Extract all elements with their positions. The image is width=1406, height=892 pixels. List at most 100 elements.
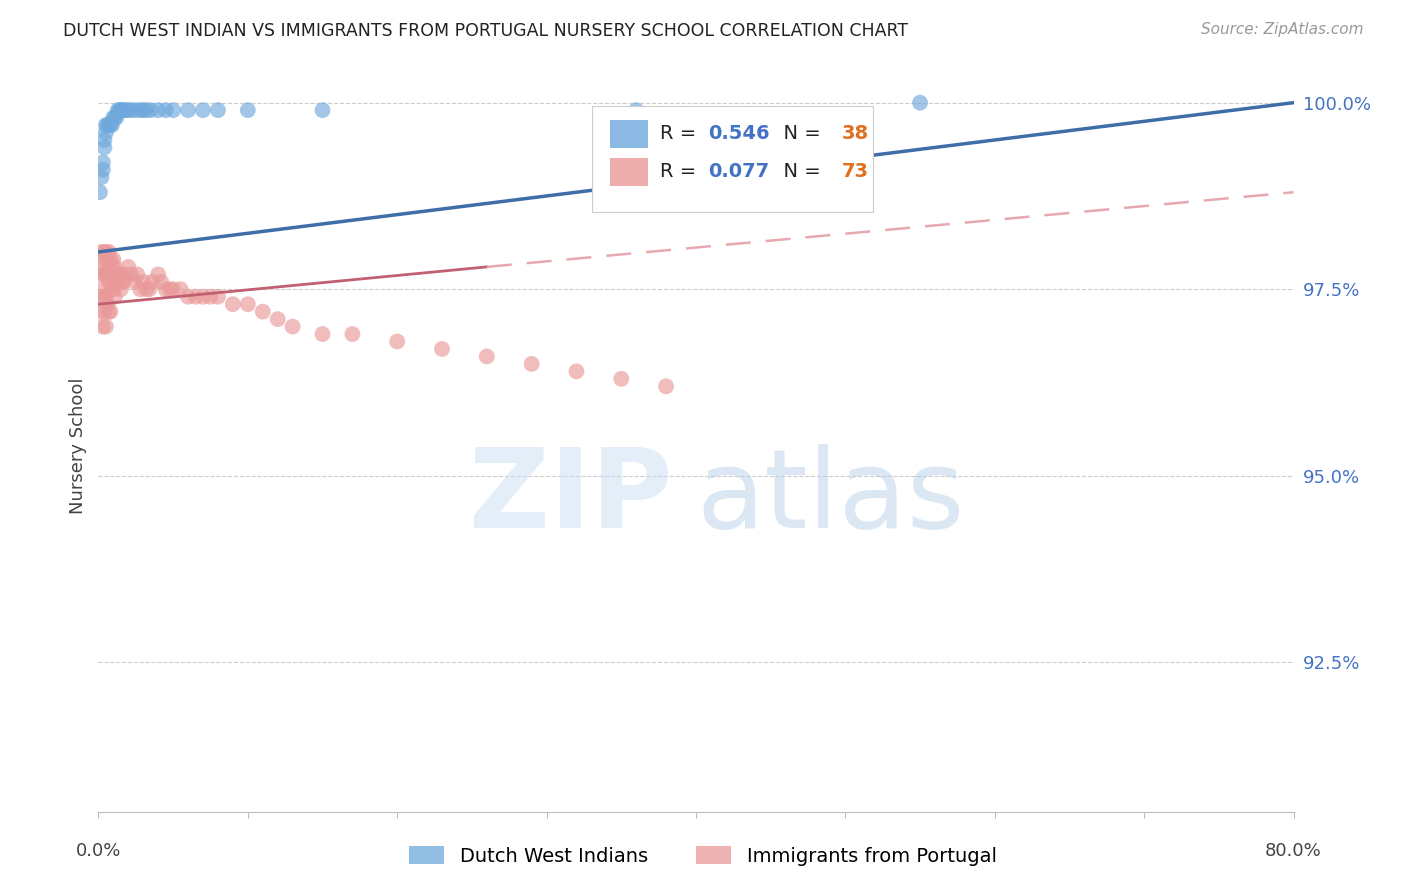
Point xyxy=(236,103,259,117)
Point xyxy=(135,103,157,117)
Point xyxy=(155,282,177,296)
Y-axis label: Nursery School: Nursery School xyxy=(69,377,87,515)
Point xyxy=(98,252,122,267)
Point xyxy=(908,95,931,110)
Text: 73: 73 xyxy=(842,162,869,181)
Point xyxy=(207,103,229,117)
Point xyxy=(129,103,152,117)
Point xyxy=(110,103,132,117)
Point xyxy=(129,282,152,296)
Point xyxy=(311,103,333,117)
Point xyxy=(96,297,118,311)
FancyBboxPatch shape xyxy=(592,106,873,212)
Point xyxy=(111,275,134,289)
Point xyxy=(430,342,453,356)
Point xyxy=(520,357,543,371)
Point xyxy=(90,170,112,185)
Point xyxy=(252,304,274,318)
Point xyxy=(120,268,142,282)
Point xyxy=(655,379,678,393)
Point xyxy=(117,103,139,117)
Point xyxy=(150,275,173,289)
Point xyxy=(97,275,120,289)
Text: 0.0%: 0.0% xyxy=(76,841,121,860)
Point xyxy=(112,275,135,289)
Point xyxy=(124,275,146,289)
Point xyxy=(98,275,122,289)
Legend: Dutch West Indians, Immigrants from Portugal: Dutch West Indians, Immigrants from Port… xyxy=(401,838,1005,873)
Point xyxy=(135,282,157,296)
Point xyxy=(162,103,184,117)
Point xyxy=(89,282,111,296)
Point xyxy=(101,282,124,296)
Point xyxy=(104,111,127,125)
Point xyxy=(98,304,122,318)
Point xyxy=(222,297,245,311)
Point xyxy=(91,319,114,334)
Point xyxy=(117,260,139,274)
Point xyxy=(138,282,160,296)
Text: N =: N = xyxy=(772,124,827,144)
Text: ZIP: ZIP xyxy=(468,443,672,550)
Point xyxy=(97,304,120,318)
Point xyxy=(105,111,128,125)
Text: N =: N = xyxy=(772,162,827,181)
Point xyxy=(184,290,207,304)
Point xyxy=(103,282,125,296)
Point xyxy=(311,326,333,341)
Point xyxy=(96,252,118,267)
Point xyxy=(132,103,155,117)
Point xyxy=(93,133,115,147)
Point xyxy=(112,103,135,117)
Point xyxy=(281,319,304,334)
Point xyxy=(91,290,114,304)
Point xyxy=(342,326,364,341)
Text: R =: R = xyxy=(661,124,703,144)
Point xyxy=(96,268,118,282)
Point xyxy=(98,118,122,132)
Text: atlas: atlas xyxy=(696,443,965,550)
Point xyxy=(94,118,117,132)
Point xyxy=(108,103,131,117)
FancyBboxPatch shape xyxy=(610,158,648,186)
Text: 0.077: 0.077 xyxy=(709,162,769,181)
Point xyxy=(385,334,409,349)
Point xyxy=(132,275,155,289)
Point xyxy=(103,111,125,125)
Point xyxy=(162,282,184,296)
Point xyxy=(93,244,115,259)
Point xyxy=(96,118,118,132)
Point xyxy=(177,103,200,117)
Point xyxy=(177,290,200,304)
Point xyxy=(114,268,136,282)
Point xyxy=(475,350,498,364)
Point xyxy=(565,364,588,378)
Point xyxy=(108,268,131,282)
Point xyxy=(191,103,214,117)
Point xyxy=(110,268,132,282)
Point xyxy=(139,103,162,117)
Point xyxy=(267,312,290,326)
Point xyxy=(89,186,111,200)
Point xyxy=(104,260,127,274)
Point xyxy=(93,268,115,282)
Point xyxy=(91,252,114,267)
Point xyxy=(104,290,127,304)
Point xyxy=(101,260,124,274)
Text: Source: ZipAtlas.com: Source: ZipAtlas.com xyxy=(1201,22,1364,37)
Text: DUTCH WEST INDIAN VS IMMIGRANTS FROM PORTUGAL NURSERY SCHOOL CORRELATION CHART: DUTCH WEST INDIAN VS IMMIGRANTS FROM POR… xyxy=(63,22,908,40)
FancyBboxPatch shape xyxy=(610,120,648,147)
Text: R =: R = xyxy=(661,162,703,181)
Point xyxy=(94,244,117,259)
Point xyxy=(105,268,128,282)
Point xyxy=(610,372,633,386)
Point xyxy=(94,290,117,304)
Point xyxy=(93,304,115,318)
Point xyxy=(94,319,117,334)
Point xyxy=(110,282,132,296)
Point xyxy=(90,260,112,274)
Point xyxy=(103,252,125,267)
Point xyxy=(93,140,115,154)
Point xyxy=(97,244,120,259)
Point xyxy=(155,103,177,117)
